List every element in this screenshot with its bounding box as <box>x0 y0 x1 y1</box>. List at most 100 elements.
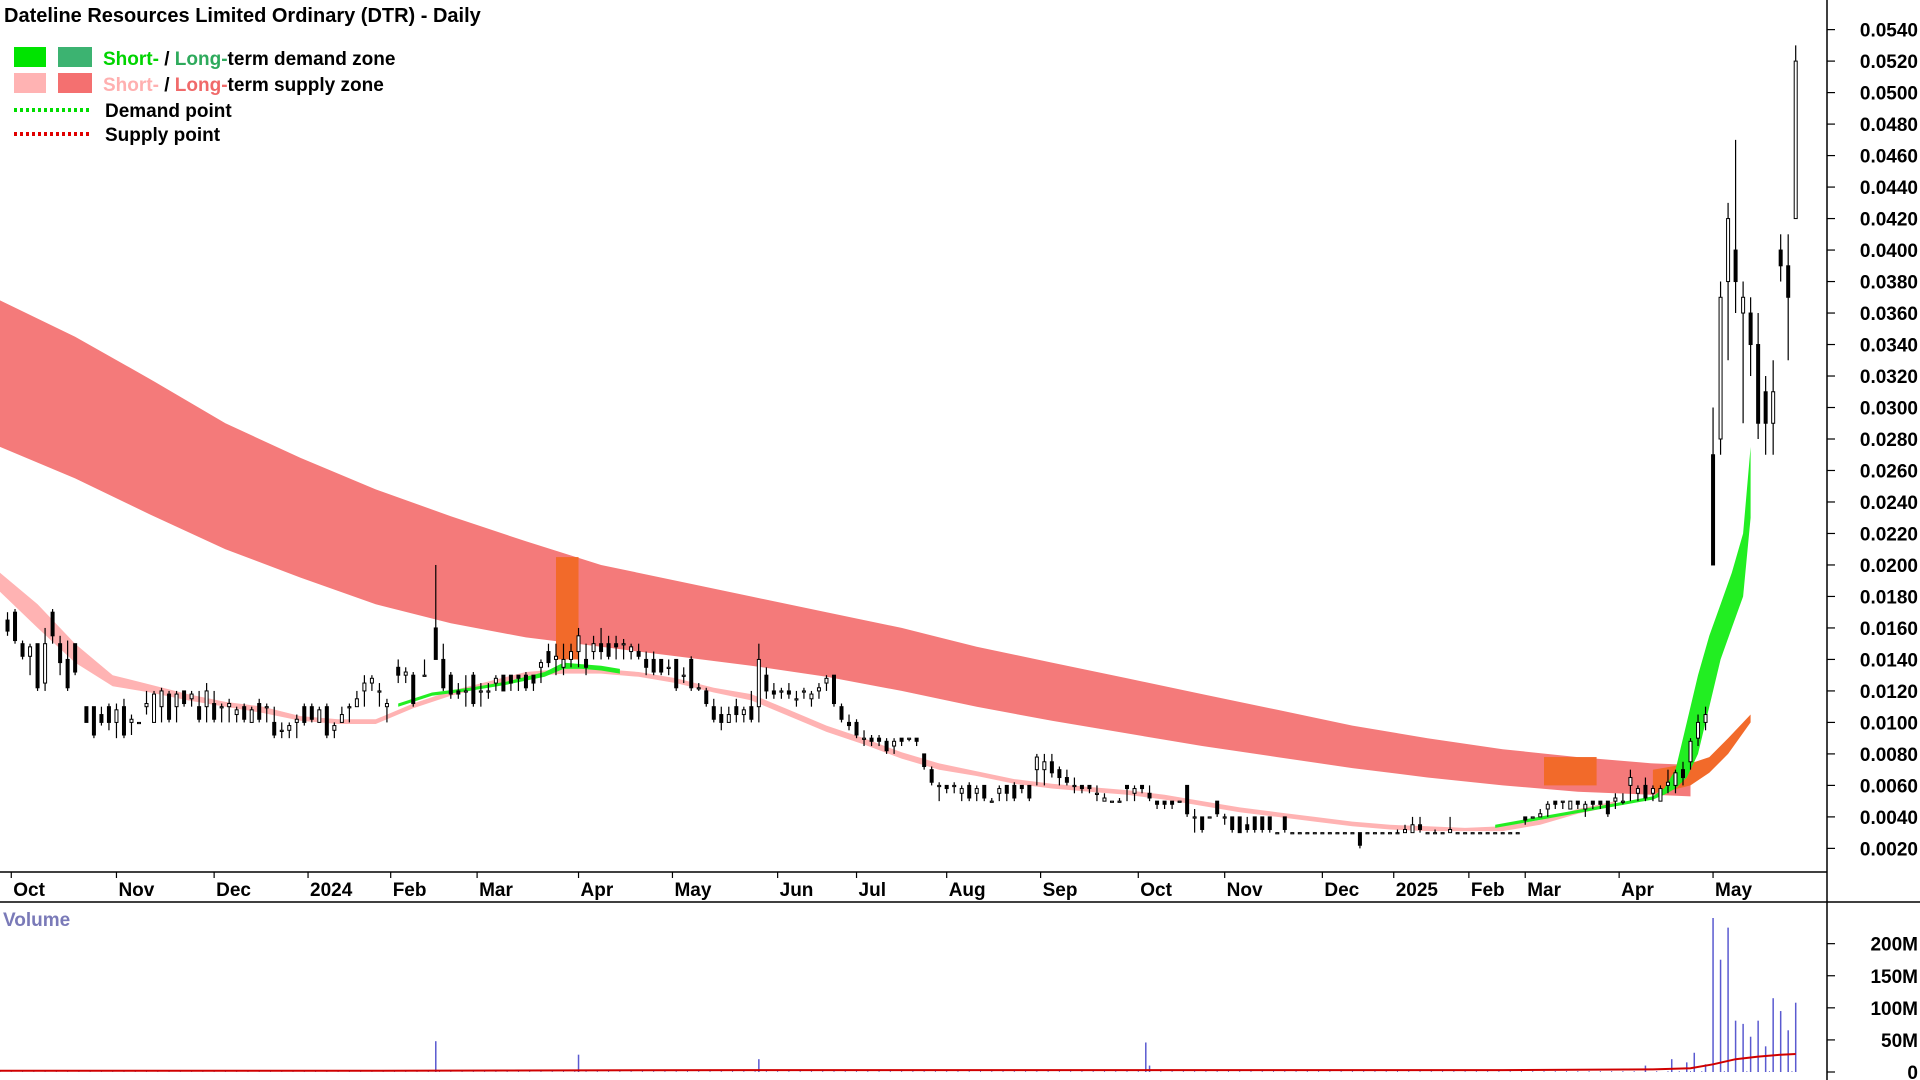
candle-down <box>1553 800 1558 805</box>
x-tick-label: Aug <box>949 880 986 901</box>
y-tick-label: 0.0120 <box>1860 682 1918 703</box>
candle-down <box>1200 816 1205 830</box>
candle-up <box>362 682 367 692</box>
candle-down <box>84 706 89 723</box>
candle-down <box>411 674 416 705</box>
candle-up <box>159 690 164 708</box>
candle-up <box>1718 296 1723 440</box>
candle-up <box>1117 800 1122 803</box>
y-tick-label: 0.0420 <box>1860 210 1918 231</box>
candle-up <box>1327 832 1332 835</box>
candle-up <box>1500 832 1505 835</box>
candle-up <box>538 662 543 668</box>
x-tick-label: Oct <box>1140 880 1172 901</box>
x-tick-label: May <box>674 880 711 901</box>
candle-down <box>73 643 78 673</box>
candle-up <box>1583 803 1588 810</box>
x-tick-label: 2024 <box>310 880 353 901</box>
candle-up <box>219 706 224 709</box>
candle-up <box>1455 832 1460 835</box>
candle-up <box>1290 832 1295 835</box>
candle-up <box>1365 832 1370 835</box>
y-tick-label: 0.0240 <box>1860 493 1918 514</box>
candle-up <box>561 658 566 668</box>
candle-up <box>1478 832 1483 835</box>
candle-down <box>1598 800 1603 805</box>
candle-up <box>937 784 942 788</box>
candle-down <box>1357 832 1362 846</box>
candle-up <box>486 690 491 693</box>
legend-short-supply-swatch <box>14 73 46 93</box>
candle-down <box>644 658 649 668</box>
candle-up <box>1403 828 1408 834</box>
volume-tick-label: 100M <box>1870 999 1918 1020</box>
legend-supply-point-label: Supply point <box>105 125 221 146</box>
candle-up <box>1395 832 1400 835</box>
x-tick-label: Dec <box>216 880 251 901</box>
legend-short-demand-swatch <box>14 47 46 67</box>
candle-up <box>1102 797 1107 802</box>
x-tick-label: Mar <box>479 880 513 901</box>
candle-up <box>1673 772 1678 786</box>
candle-down <box>5 619 10 632</box>
candle-down <box>1733 249 1738 283</box>
candle-down <box>711 706 716 720</box>
candle-down <box>922 753 927 768</box>
candle-up <box>1650 788 1655 794</box>
candle-down <box>1778 249 1783 267</box>
candle-down <box>839 706 844 720</box>
candle-down <box>1057 769 1062 779</box>
candle-up <box>28 646 33 657</box>
y-tick-label: 0.0020 <box>1860 839 1918 860</box>
candle-up <box>1696 721 1701 739</box>
candle-down <box>1185 784 1190 815</box>
candle-up <box>1387 832 1392 835</box>
candle-down <box>869 737 874 742</box>
x-tick-label: Jun <box>780 880 814 901</box>
candle-down <box>1027 784 1032 799</box>
candle-up <box>1433 832 1438 835</box>
candle-up <box>144 703 149 708</box>
candle-down <box>546 651 551 664</box>
y-tick-label: 0.0460 <box>1860 147 1918 168</box>
candles-layer <box>5 45 1798 849</box>
candle-up <box>974 788 979 794</box>
candle-down <box>396 666 401 676</box>
candle-up <box>1350 832 1355 835</box>
candle-down <box>1049 761 1054 774</box>
candle-up <box>756 658 761 708</box>
candle-up <box>1192 816 1197 819</box>
candle-up <box>779 690 784 693</box>
candle-up <box>1042 761 1047 771</box>
y-tick-label: 0.0200 <box>1860 556 1918 577</box>
candle-up <box>1628 777 1633 786</box>
candle-up <box>136 721 141 725</box>
x-tick-label: Jul <box>859 880 886 901</box>
candle-down <box>99 714 104 723</box>
candle-down <box>13 611 18 642</box>
candle-down <box>967 784 972 799</box>
candle-up <box>1658 788 1663 802</box>
candle-up <box>1440 832 1445 835</box>
candle-up <box>1335 832 1340 835</box>
candle-up <box>1177 800 1182 803</box>
volume-average-line <box>0 1053 1796 1072</box>
candle-down <box>433 627 438 660</box>
candle-down <box>764 674 769 692</box>
y-tick-label: 0.0400 <box>1860 241 1918 262</box>
candle-up <box>1305 832 1310 835</box>
candle-up <box>1072 784 1077 788</box>
candle-down <box>606 643 611 657</box>
candle-down <box>456 690 461 695</box>
candle-down <box>982 784 987 799</box>
candle-down <box>197 706 202 720</box>
candle-up <box>1312 832 1317 835</box>
candle-up <box>189 693 194 700</box>
candle-up <box>666 666 671 670</box>
candle-down <box>324 706 329 736</box>
candle-down <box>599 643 604 653</box>
x-tick-label: Dec <box>1324 880 1359 901</box>
x-tick-label: Mar <box>1527 880 1561 901</box>
candle-up <box>1207 816 1212 819</box>
candle-up <box>801 690 806 693</box>
